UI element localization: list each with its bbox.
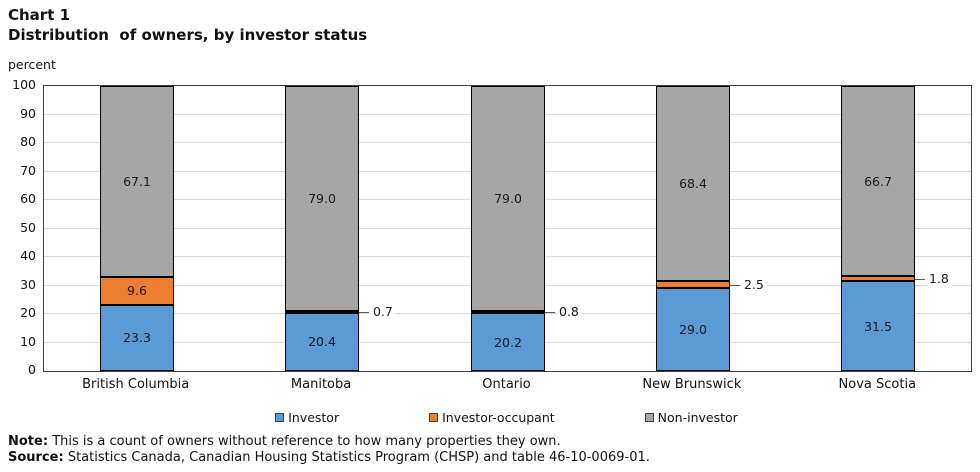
y-axis-tick-label: 40 bbox=[20, 248, 36, 263]
bar-segment-investor bbox=[100, 304, 174, 371]
y-axis-tick-label: 0 bbox=[28, 362, 36, 377]
y-axis-tick-label: 90 bbox=[20, 105, 36, 121]
y-axis-tick-label: 30 bbox=[20, 276, 36, 292]
legend-label: Investor-occupant bbox=[442, 410, 555, 425]
y-axis-tick-label: 60 bbox=[20, 191, 36, 206]
bar-segment-investor-occupant bbox=[285, 310, 359, 313]
x-category-label: British Columbia bbox=[82, 377, 190, 392]
y-axis-tick-label: 20 bbox=[20, 305, 36, 320]
y-axis-tick-label: 70 bbox=[20, 162, 36, 178]
source-text: Statistics Canada, Canadian Housing Stat… bbox=[67, 450, 650, 465]
bar-segment-investor-occupant bbox=[656, 281, 730, 289]
bar-segment-investor-occupant bbox=[471, 311, 545, 314]
value-label-leader-line bbox=[915, 278, 925, 280]
legend-item-non-investor: Non-investor bbox=[644, 410, 738, 425]
legend-swatch-investor bbox=[275, 413, 285, 422]
segment-value-label-outside: 1.8 bbox=[927, 270, 951, 287]
legend-label: Non-investor bbox=[657, 410, 738, 425]
segment-value-label-outside: 0.7 bbox=[371, 303, 395, 320]
legend-swatch-non-investor bbox=[644, 413, 654, 422]
bar-segment-investor-occupant bbox=[841, 276, 915, 282]
legend-item-investor: Investor bbox=[275, 410, 339, 425]
y-axis-tick-label: 100 bbox=[12, 77, 36, 92]
y-axis-tick-label: 10 bbox=[20, 333, 36, 349]
page-title: Distribution of owners, by investor stat… bbox=[8, 26, 368, 44]
bar-segment-investor-occupant bbox=[100, 277, 174, 305]
x-category-label: Nova Scotia bbox=[838, 377, 917, 392]
bar-segment-non-investor bbox=[656, 86, 730, 282]
note-label: Note: bbox=[8, 434, 49, 449]
bar-segment-non-investor bbox=[285, 85, 359, 311]
value-label-leader-line bbox=[545, 312, 555, 314]
legend-item-investor-occupant: Investor-occupant bbox=[429, 410, 555, 425]
legend: Investor Investor-occupant Non-investor bbox=[43, 410, 970, 425]
bar-segment-investor bbox=[841, 281, 915, 371]
bar-segment-investor bbox=[285, 312, 359, 371]
x-category-label: Manitoba bbox=[290, 377, 352, 392]
source-label: Source: bbox=[8, 450, 64, 465]
legend-label: Investor bbox=[288, 410, 340, 425]
legend-swatch-investor-occupant bbox=[429, 413, 439, 422]
y-axis-unit-label: percent bbox=[8, 57, 56, 72]
segment-value-label-outside: 0.8 bbox=[557, 304, 581, 321]
note-line: Note: This is a count of owners without … bbox=[8, 434, 561, 449]
note-text: This is a count of owners without refere… bbox=[52, 434, 561, 449]
bar-segment-non-investor bbox=[471, 86, 545, 312]
value-label-leader-line bbox=[730, 284, 740, 286]
bar-segment-investor bbox=[656, 288, 730, 371]
bar-segment-investor bbox=[471, 313, 545, 371]
source-line: Source: Statistics Canada, Canadian Hous… bbox=[8, 450, 650, 465]
bar-segment-non-investor bbox=[100, 86, 174, 278]
plot-area: 23.3 9.6 67.1 20.4 0.7 79.0 20.2 0.8 79.0 29.0 2.5… bbox=[43, 85, 972, 372]
value-label-leader-line bbox=[359, 311, 369, 313]
bar-segment-non-investor bbox=[841, 86, 915, 277]
segment-value-label-outside: 2.5 bbox=[742, 276, 766, 293]
y-axis-tick-label: 80 bbox=[20, 134, 36, 149]
x-category-label: Ontario bbox=[482, 377, 531, 392]
y-axis-tick-label: 50 bbox=[20, 219, 36, 235]
chart-number-label: Chart 1 bbox=[8, 6, 71, 24]
x-category-label: New Brunswick bbox=[642, 377, 742, 392]
